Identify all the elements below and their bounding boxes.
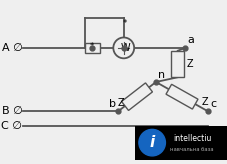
Text: *: * (89, 42, 94, 51)
Polygon shape (166, 84, 198, 109)
Text: C ∅: C ∅ (1, 121, 22, 131)
Text: c: c (210, 99, 216, 109)
Text: i: i (150, 135, 155, 150)
Text: Z: Z (186, 59, 193, 69)
Text: intellectiu: intellectiu (173, 134, 211, 143)
Polygon shape (121, 83, 153, 111)
Bar (135, 126, 227, 160)
Bar (85, 43, 100, 53)
Text: b: b (109, 99, 116, 109)
Text: Z: Z (201, 97, 208, 107)
Text: n: n (158, 70, 165, 80)
Circle shape (113, 38, 134, 58)
Text: навчальна база: навчальна база (170, 147, 214, 152)
Text: a: a (187, 35, 194, 45)
Circle shape (139, 129, 165, 156)
Text: *: * (123, 19, 127, 28)
Text: Z: Z (118, 98, 125, 108)
Text: W: W (121, 43, 131, 53)
Text: B ∅: B ∅ (2, 106, 22, 116)
Text: A ∅: A ∅ (2, 43, 22, 53)
Bar (171, 51, 184, 77)
